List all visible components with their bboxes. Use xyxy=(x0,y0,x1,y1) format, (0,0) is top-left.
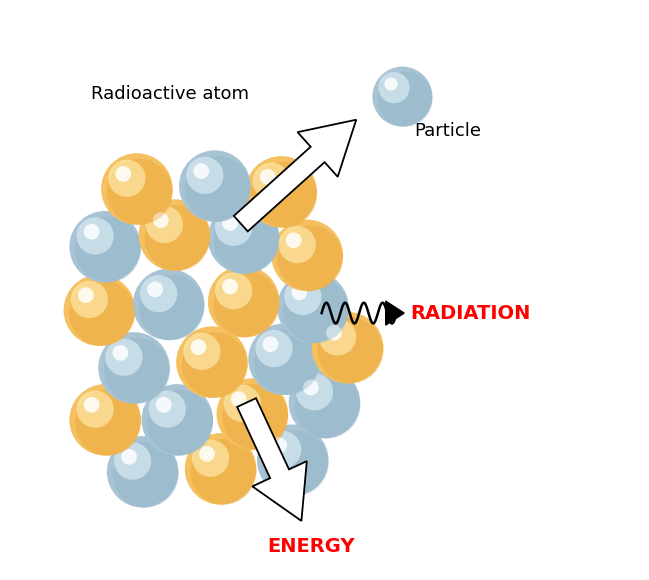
Circle shape xyxy=(75,390,141,456)
Circle shape xyxy=(245,156,317,228)
Circle shape xyxy=(114,443,151,480)
Circle shape xyxy=(284,278,321,315)
Text: RADIATION: RADIATION xyxy=(410,303,530,322)
Circle shape xyxy=(84,224,99,240)
Circle shape xyxy=(303,380,319,396)
Circle shape xyxy=(296,373,333,411)
Circle shape xyxy=(254,329,320,395)
Circle shape xyxy=(69,280,135,346)
Circle shape xyxy=(75,217,141,282)
Circle shape xyxy=(277,271,349,343)
Circle shape xyxy=(179,150,251,222)
Circle shape xyxy=(139,274,204,340)
Circle shape xyxy=(153,212,169,228)
Circle shape xyxy=(214,271,280,338)
Circle shape xyxy=(222,215,238,231)
Text: Particle: Particle xyxy=(414,122,481,140)
Circle shape xyxy=(84,397,99,413)
Circle shape xyxy=(107,436,178,508)
Circle shape xyxy=(257,425,328,496)
Circle shape xyxy=(139,200,210,271)
Circle shape xyxy=(271,220,343,291)
Text: Radioactive atom: Radioactive atom xyxy=(91,85,249,103)
Circle shape xyxy=(317,318,384,383)
Circle shape xyxy=(191,439,256,505)
Circle shape xyxy=(69,384,141,456)
Circle shape xyxy=(286,233,301,248)
Circle shape xyxy=(69,211,141,282)
Circle shape xyxy=(147,390,213,456)
Circle shape xyxy=(98,332,170,404)
Circle shape xyxy=(199,446,215,462)
Circle shape xyxy=(146,206,183,243)
Circle shape xyxy=(252,162,290,200)
Circle shape xyxy=(378,72,410,103)
Circle shape xyxy=(263,430,328,496)
Circle shape xyxy=(77,218,114,255)
Circle shape xyxy=(113,442,178,508)
Circle shape xyxy=(231,391,247,407)
Circle shape xyxy=(208,266,280,338)
Circle shape xyxy=(326,325,342,340)
Circle shape xyxy=(77,390,114,427)
Circle shape xyxy=(264,431,301,468)
Circle shape xyxy=(278,226,316,263)
Circle shape xyxy=(277,225,343,291)
Circle shape xyxy=(260,169,275,184)
Circle shape xyxy=(215,272,252,309)
Circle shape xyxy=(185,156,251,222)
Circle shape xyxy=(192,440,229,477)
Circle shape xyxy=(312,312,384,383)
Circle shape xyxy=(140,275,177,312)
Circle shape xyxy=(190,339,206,355)
Circle shape xyxy=(112,345,129,361)
Circle shape xyxy=(263,336,278,352)
Circle shape xyxy=(214,208,280,274)
Circle shape xyxy=(289,367,360,438)
Circle shape xyxy=(185,433,256,505)
Circle shape xyxy=(176,327,248,398)
Polygon shape xyxy=(237,398,307,521)
Circle shape xyxy=(208,202,280,274)
Circle shape xyxy=(373,67,432,126)
Circle shape xyxy=(108,160,145,197)
Circle shape xyxy=(384,77,398,90)
Circle shape xyxy=(251,162,317,228)
Circle shape xyxy=(101,153,173,225)
Circle shape xyxy=(256,330,293,367)
Circle shape xyxy=(186,157,223,194)
Circle shape xyxy=(149,390,186,427)
Circle shape xyxy=(116,166,131,182)
Circle shape xyxy=(295,372,360,438)
Circle shape xyxy=(133,269,204,340)
Circle shape xyxy=(64,274,135,346)
Circle shape xyxy=(319,318,356,356)
Circle shape xyxy=(224,385,261,422)
Circle shape xyxy=(271,437,287,453)
Circle shape xyxy=(377,71,432,126)
Circle shape xyxy=(121,449,137,465)
Circle shape xyxy=(156,397,171,413)
Circle shape xyxy=(249,324,320,395)
Circle shape xyxy=(182,332,248,398)
Polygon shape xyxy=(386,301,404,325)
Circle shape xyxy=(147,281,163,298)
Circle shape xyxy=(183,333,221,370)
Circle shape xyxy=(222,278,238,295)
Circle shape xyxy=(144,205,210,271)
Circle shape xyxy=(141,384,213,456)
Circle shape xyxy=(217,378,288,450)
Circle shape xyxy=(71,281,108,318)
Polygon shape xyxy=(234,119,356,231)
Text: ENERGY: ENERGY xyxy=(267,537,354,556)
Circle shape xyxy=(193,163,209,179)
Circle shape xyxy=(78,287,93,303)
Circle shape xyxy=(291,284,307,300)
Circle shape xyxy=(107,159,173,225)
Circle shape xyxy=(223,384,288,450)
Circle shape xyxy=(104,338,170,404)
Circle shape xyxy=(283,277,349,343)
Circle shape xyxy=(105,339,143,376)
Circle shape xyxy=(215,209,252,246)
